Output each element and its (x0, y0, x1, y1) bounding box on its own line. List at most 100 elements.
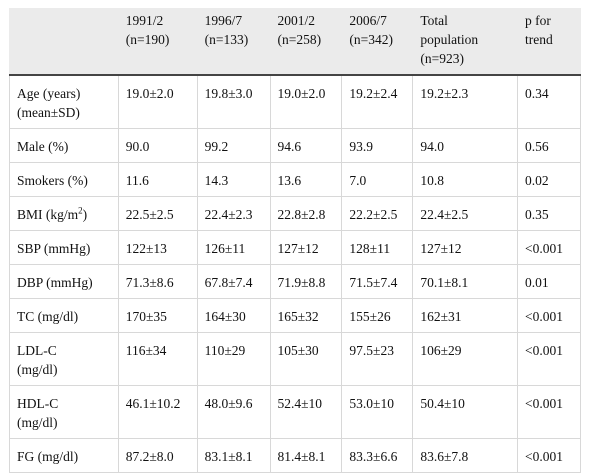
table-cell: 0.35 (517, 196, 581, 231)
table-row: Male (%) 90.0 99.2 94.6 93.9 94.0 0.56 (9, 128, 581, 163)
table-cell: 83.6±7.8 (412, 438, 519, 473)
cell-text: 1991/2 (125, 13, 164, 28)
table-row: Age (years) (mean±SD) 19.0±2.0 19.8±3.0 19.0… (9, 74, 581, 129)
cell-text: SBP (mmHg) (17, 241, 91, 256)
superscript: 2 (78, 205, 83, 216)
table-cell: 155±26 (341, 298, 414, 333)
table-cell: 7.0 (341, 162, 414, 197)
table-cell: 14.3 (196, 162, 271, 197)
table-cell: 105±30 (269, 332, 343, 386)
table-cell: 70.1±8.1 (412, 264, 519, 299)
table-cell: 126±11 (196, 230, 271, 265)
table-cell: 11.6 (117, 162, 198, 197)
table-cell: 94.0 (412, 128, 519, 163)
cell-text: population (420, 32, 479, 47)
table-cell: 22.4±2.3 (196, 196, 271, 231)
table-cell: 81.4±8.1 (269, 438, 343, 473)
table-cell: 94.6 (269, 128, 343, 163)
table-cell: 0.34 (517, 74, 581, 129)
cell-text: FG (mg/dl) (17, 449, 79, 464)
table-cell: 52.4±10 (269, 385, 343, 439)
cell-text: (mg/dl) (17, 362, 58, 377)
table-row: LDL-C (mg/dl) 116±34 110±29 105±30 97.5±23 106… (9, 332, 581, 386)
table-cell: 53.0±10 (341, 385, 414, 439)
cell-text: (n=923) (420, 51, 464, 66)
row-label: HDL-C (mg/dl) (9, 385, 119, 439)
table-cell: 128±11 (341, 230, 414, 265)
table-cell: 46.1±10.2 (117, 385, 198, 439)
table-cell: 127±12 (412, 230, 519, 265)
table-cell: 10.8 (412, 162, 519, 197)
header-cell: 2001/2 (n=258) (269, 8, 343, 76)
table-cell: 99.2 (196, 128, 271, 163)
table-cell: 0.01 (517, 264, 581, 299)
table-row: SBP (mmHg) 122±13 126±11 127±12 128±11 127±12… (9, 230, 581, 265)
table-cell: 0.56 (517, 128, 581, 163)
row-label: LDL-C (mg/dl) (9, 332, 119, 386)
cell-text: 2006/7 (349, 13, 387, 28)
table-cell: 67.8±7.4 (196, 264, 271, 299)
cell-text: Smokers (%) (17, 173, 88, 188)
cell-text: LDL-C (17, 343, 57, 358)
table-body: Age (years) (mean±SD) 19.0±2.0 19.8±3.0 19.0… (9, 74, 581, 473)
row-label: DBP (mmHg) (9, 264, 119, 299)
header-cell: 1991/2 (n=190) (117, 8, 198, 76)
header-cell: p for trend (517, 8, 581, 76)
table-cell: 22.5±2.5 (117, 196, 198, 231)
table-cell: 22.4±2.5 (412, 196, 519, 231)
table-cell: 71.3±8.6 (117, 264, 198, 299)
cell-text: (n=133) (204, 32, 249, 47)
cell-text: ) (82, 207, 88, 222)
table-cell: 19.0±2.0 (269, 74, 343, 129)
table-cell: 87.2±8.0 (117, 438, 198, 473)
cell-text: (n=342) (349, 32, 394, 47)
cell-text: TC (mg/dl) (17, 309, 79, 324)
table-cell: <0.001 (517, 298, 581, 333)
table-header: 1991/2 (n=190) 1996/7 (n=133) 2001/2 (n=258) 2… (9, 8, 581, 76)
cell-text: trend (525, 32, 553, 47)
header-cell (9, 8, 119, 76)
table-row: FG (mg/dl) 87.2±8.0 83.1±8.1 81.4±8.1 83.3±6… (9, 438, 581, 473)
table-row: DBP (mmHg) 71.3±8.6 67.8±7.4 71.9±8.8 71.5±7… (9, 264, 581, 299)
table-cell: 97.5±23 (341, 332, 414, 386)
table-cell: 165±32 (269, 298, 343, 333)
cell-text: p for (525, 13, 551, 28)
cell-text: (n=258) (277, 32, 322, 47)
table-row: TC (mg/dl) 170±35 164±30 165±32 155±26 162±31… (9, 298, 581, 333)
row-label: FG (mg/dl) (9, 438, 119, 473)
table-cell: 13.6 (269, 162, 343, 197)
table-cell: <0.001 (517, 385, 581, 439)
cell-text: Total (420, 13, 448, 28)
cell-text: HDL-C (17, 396, 59, 411)
table-cell: 164±30 (196, 298, 271, 333)
table-cell: <0.001 (517, 332, 581, 386)
table-cell: 110±29 (196, 332, 271, 386)
header-cell: 2006/7 (n=342) (341, 8, 414, 76)
cell-text: Male (%) (17, 139, 69, 154)
row-label: Smokers (%) (9, 162, 119, 197)
table-row: HDL-C (mg/dl) 46.1±10.2 48.0±9.6 52.4±10 53.0… (9, 385, 581, 439)
table-cell: <0.001 (517, 438, 581, 473)
table-cell: 50.4±10 (412, 385, 519, 439)
cell-text: BMI (kg/m (17, 207, 79, 222)
header-cell: 1996/7 (n=133) (196, 8, 271, 76)
table-cell: 90.0 (117, 128, 198, 163)
cell-text: DBP (mmHg) (17, 275, 93, 290)
row-label: BMI (kg/m2) (9, 196, 119, 231)
table-cell: <0.001 (517, 230, 581, 265)
table-cell: 83.1±8.1 (196, 438, 271, 473)
table-cell: 19.2±2.4 (341, 74, 414, 129)
row-label: TC (mg/dl) (9, 298, 119, 333)
table-cell: 170±35 (117, 298, 198, 333)
table-cell: 122±13 (117, 230, 198, 265)
table-cell: 22.2±2.5 (341, 196, 414, 231)
table-cell: 0.02 (517, 162, 581, 197)
cell-text: Age (years) (17, 86, 81, 101)
cell-text: (mean±SD) (17, 105, 80, 120)
table-cell: 106±29 (412, 332, 519, 386)
table-cell: 116±34 (117, 332, 198, 386)
table-row: Smokers (%) 11.6 14.3 13.6 7.0 10.8 0.02 (9, 162, 581, 197)
data-table: 1991/2 (n=190) 1996/7 (n=133) 2001/2 (n=258) 2… (9, 8, 581, 473)
row-label: Age (years) (mean±SD) (9, 74, 119, 129)
table-row: BMI (kg/m2) 22.5±2.5 22.4±2.3 22.8±2.8 22.2±… (9, 196, 581, 231)
